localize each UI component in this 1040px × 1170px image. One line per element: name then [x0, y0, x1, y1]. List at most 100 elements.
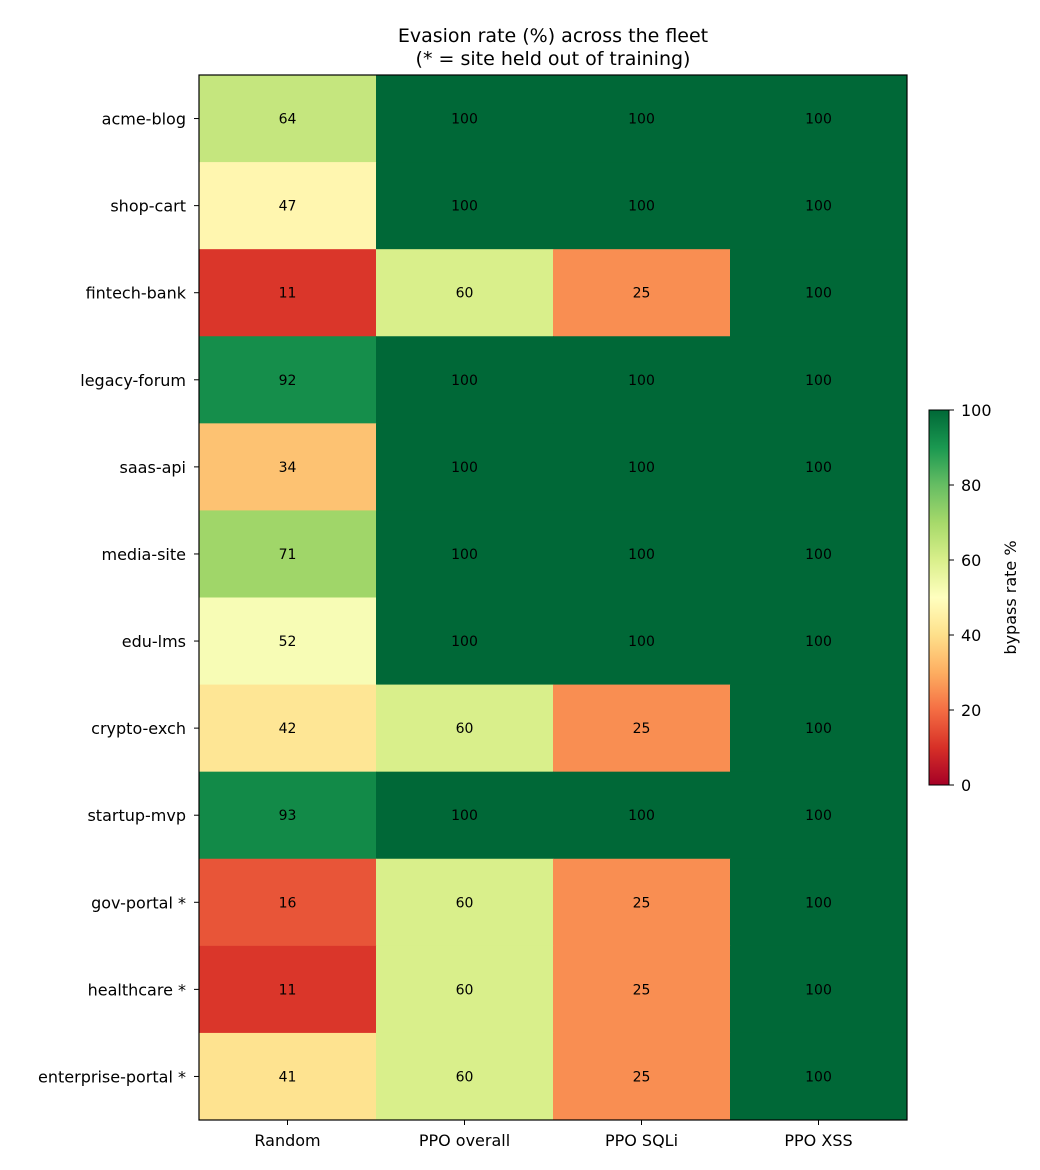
colorbar-tick-label: 20 [961, 701, 981, 720]
cell-value: 100 [628, 634, 655, 650]
heatmap-cell [553, 510, 731, 598]
row-tick-label: fintech-bank [86, 284, 187, 303]
heatmap-cell [553, 336, 731, 424]
cell-value: 11 [279, 286, 297, 302]
plot-frame [198, 74, 908, 1121]
heatmap-cell [376, 75, 554, 163]
cell-value: 25 [633, 895, 651, 911]
heatmap-cell [553, 597, 731, 686]
cell-value: 100 [451, 808, 478, 824]
colorbar: 0 20 40 60 80 100 bypass rate % [928, 401, 1020, 795]
cell-value: 100 [805, 199, 832, 215]
colorbar-tick-label: 100 [961, 401, 992, 420]
heatmap-cell [376, 336, 554, 424]
cell-value: 47 [279, 199, 297, 215]
cell-value: 64 [279, 112, 297, 128]
heatmap-cell [376, 771, 554, 860]
cell-value: 60 [456, 1069, 474, 1085]
cell-value: 42 [279, 721, 297, 737]
cell-value: 100 [805, 112, 832, 128]
heatmap-cell [730, 771, 908, 860]
cell-value: 100 [628, 112, 655, 128]
colorbar-tick-label: 60 [961, 551, 981, 570]
column-tick-label: PPO XSS [784, 1131, 852, 1150]
heatmap-cell [553, 945, 731, 1034]
colorbar-tick-label: 0 [961, 776, 971, 795]
colorbar-ticks: 0 20 40 60 80 100 [949, 401, 992, 795]
cell-value: 34 [279, 460, 297, 476]
heatmap-cell [730, 858, 908, 947]
cell-value: 16 [279, 895, 297, 911]
heatmap-cell [553, 858, 731, 947]
heatmap-cell [199, 1032, 377, 1121]
heatmap-cell [376, 1032, 554, 1121]
cell-value: 100 [805, 634, 832, 650]
heatmap-cell [376, 423, 554, 511]
heatmap-cell [730, 75, 908, 163]
cell-value: 71 [279, 547, 297, 563]
cell-value: 25 [633, 982, 651, 998]
column-tick-label: Random [254, 1131, 320, 1150]
heatmap-cell [376, 945, 554, 1034]
heatmap-cell [730, 597, 908, 686]
column-tick-label: PPO SQLi [605, 1131, 678, 1150]
heatmap-cell [199, 249, 377, 337]
cell-value: 60 [456, 721, 474, 737]
cell-value: 25 [633, 1069, 651, 1085]
heatmap-cell [199, 75, 377, 163]
row-tick-label: shop-cart [110, 197, 186, 216]
cell-value: 100 [628, 547, 655, 563]
heatmap-cell [730, 684, 908, 773]
chart-subtitle: (* = site held out of training) [416, 48, 691, 70]
cell-value: 100 [628, 373, 655, 389]
colorbar-label: bypass rate % [1001, 540, 1020, 654]
heatmap-cell [730, 336, 908, 424]
column-tick-label: PPO overall [419, 1131, 510, 1150]
row-tick-label: healthcare * [88, 980, 186, 999]
cell-value: 60 [456, 982, 474, 998]
heatmap-cell [553, 162, 731, 250]
cell-value: 100 [805, 1069, 832, 1085]
cell-value-labels: 64 100 100 100 47 100 100 100 11 60 25 100 92 100 100 1… [279, 112, 832, 1086]
row-tick-label: enterprise-portal * [38, 1067, 186, 1086]
heatmap-cell [553, 1032, 731, 1121]
colorbar-tick-label: 40 [961, 626, 981, 645]
heatmap-cell [376, 684, 554, 773]
row-tick-label: gov-portal * [91, 893, 186, 912]
heatmap-cell [553, 75, 731, 163]
row-tick-label: edu-lms [122, 632, 186, 651]
heatmap-cell [553, 684, 731, 773]
heatmap-cell [730, 945, 908, 1034]
heatmap-cell [376, 249, 554, 337]
row-axis: acme-blog shop-cart fintech-bank legacy-for… [38, 110, 199, 1086]
cell-value: 100 [805, 808, 832, 824]
cell-value: 60 [456, 895, 474, 911]
cell-value: 93 [279, 808, 297, 824]
column-axis: Random PPO overall PPO SQLi PPO XSS [254, 1120, 853, 1150]
heatmap-cell [376, 858, 554, 947]
cell-value: 25 [633, 721, 651, 737]
heatmap-cell [376, 510, 554, 598]
cell-value: 11 [279, 982, 297, 998]
heatmap-cell [553, 249, 731, 337]
heatmap-cell [199, 684, 377, 773]
heatmap-cell [553, 423, 731, 511]
cell-value: 52 [279, 634, 297, 650]
cell-value: 100 [628, 808, 655, 824]
cell-value: 100 [628, 199, 655, 215]
heatmap-cell [553, 771, 731, 860]
heatmap-cell [199, 423, 377, 511]
cell-value: 41 [279, 1069, 297, 1085]
row-tick-label: media-site [101, 545, 186, 564]
heatmap-cell [199, 336, 377, 424]
cell-value: 100 [805, 721, 832, 737]
cell-value: 100 [451, 634, 478, 650]
heatmap-cell [376, 597, 554, 686]
cell-value: 100 [451, 547, 478, 563]
chart-title: Evasion rate (%) across the fleet [398, 25, 708, 47]
heatmap-cell [730, 510, 908, 598]
heatmap-cell [730, 249, 908, 337]
cell-value: 100 [805, 895, 832, 911]
cell-value: 100 [805, 460, 832, 476]
cell-value: 100 [451, 199, 478, 215]
